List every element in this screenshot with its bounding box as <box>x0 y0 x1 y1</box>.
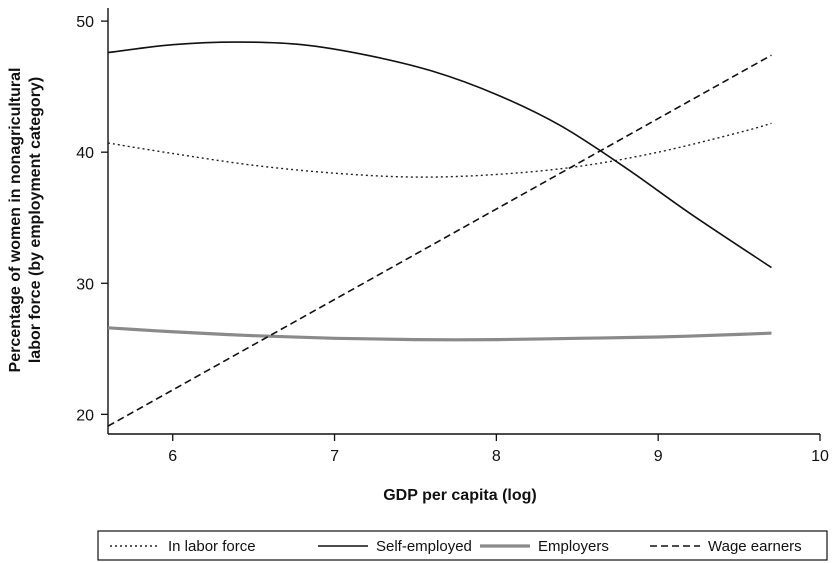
x-axis-title: GDP per capita (log) <box>383 487 537 504</box>
legend-label: In labor force <box>168 538 256 555</box>
x-tick-label: 10 <box>811 448 829 465</box>
y-tick-label: 30 <box>76 276 94 293</box>
y-tick-label: 40 <box>76 145 94 162</box>
y-axis-title-line-2: labor force (by employment category) <box>27 77 44 363</box>
legend-items: In labor force Self-employed Employers Wage… <box>110 538 802 555</box>
series-line-self-employed <box>107 41 772 269</box>
y-axis-title-line-1: Percentage of women in nonagricultural <box>7 68 24 373</box>
legend-label: Wage earners <box>708 538 802 555</box>
x-tick-label: 8 <box>492 448 501 465</box>
legend-label: Self-employed <box>376 538 472 555</box>
y-tick-label: 20 <box>76 407 94 424</box>
axes <box>107 8 820 435</box>
legend-label: Employers <box>538 538 609 555</box>
series-line-wage-earners <box>107 54 772 427</box>
x-tick-label: 7 <box>330 448 339 465</box>
y-tick-label: 50 <box>76 14 94 31</box>
x-tick-label: 6 <box>168 448 177 465</box>
legend: In labor force Self-employed Employers Wage… <box>97 530 828 561</box>
series-layer <box>107 41 772 427</box>
y-ticks: 20 30 40 50 <box>76 14 108 424</box>
x-ticks: 6 7 8 9 10 <box>168 434 829 465</box>
y-axis-title: Percentage of women in nonagricultural l… <box>7 68 44 373</box>
series-line-in-labor-force <box>107 122 772 178</box>
x-tick-label: 9 <box>654 448 663 465</box>
legend-frame <box>97 530 828 561</box>
series-line-employers <box>107 326 772 342</box>
